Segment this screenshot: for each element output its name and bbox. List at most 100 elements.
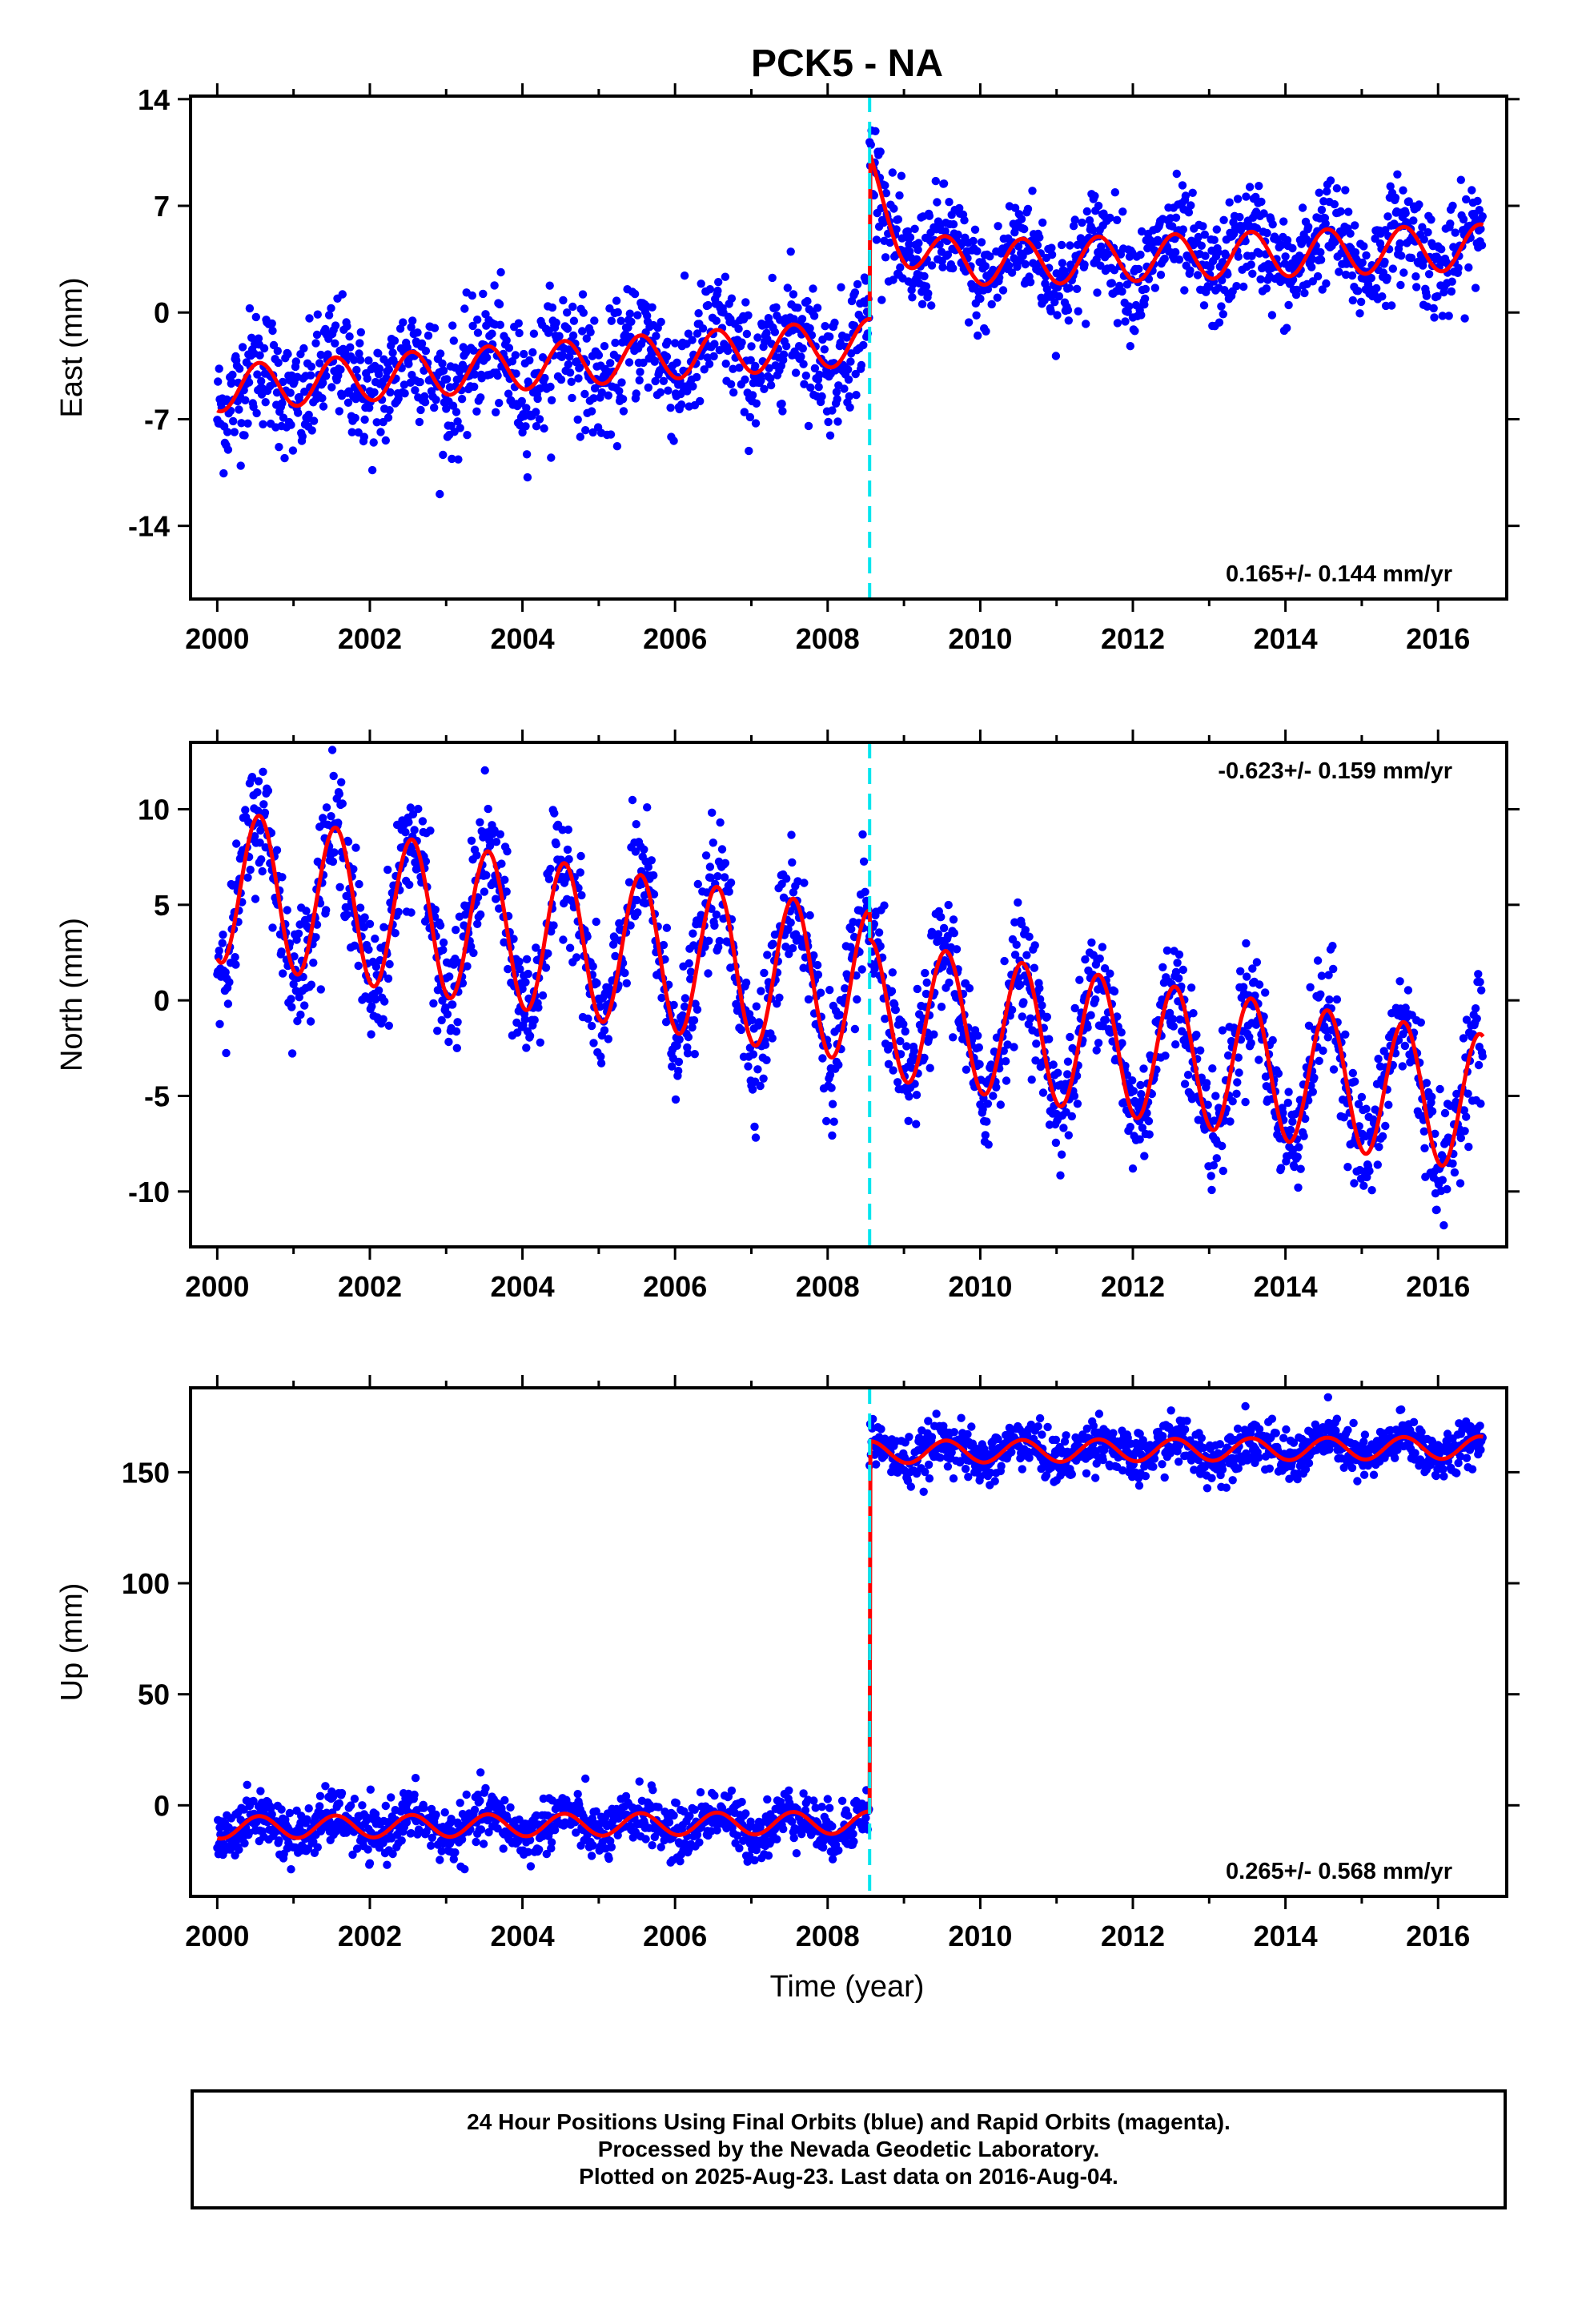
- data-point: [283, 350, 292, 359]
- data-point: [686, 975, 695, 983]
- data-point: [648, 303, 656, 312]
- data-point: [347, 428, 356, 436]
- data-point: [846, 357, 855, 366]
- data-point: [974, 1031, 982, 1040]
- data-point: [456, 424, 464, 432]
- data-point: [750, 1856, 759, 1865]
- model-curve-north: [215, 814, 1485, 1168]
- x-tick-label: 2008: [796, 1270, 860, 1303]
- data-point: [684, 329, 693, 338]
- data-point: [1228, 1097, 1237, 1106]
- data-point: [1397, 251, 1406, 260]
- data-point: [322, 906, 331, 915]
- data-point: [775, 993, 784, 1003]
- data-point: [559, 296, 568, 305]
- data-point: [573, 1790, 582, 1799]
- data-point: [943, 250, 953, 259]
- data-point: [388, 1849, 397, 1859]
- data-point: [584, 1014, 592, 1023]
- data-point: [712, 316, 721, 325]
- data-point: [416, 405, 425, 415]
- data-point: [254, 334, 263, 343]
- data-point: [287, 995, 295, 1003]
- data-point: [1323, 187, 1331, 196]
- data-point: [1329, 964, 1338, 974]
- data-point: [223, 999, 233, 1008]
- data-point: [1427, 1092, 1436, 1101]
- data-point: [1261, 988, 1270, 997]
- data-point: [888, 968, 897, 977]
- data-point: [606, 430, 616, 439]
- data-point: [337, 778, 346, 786]
- data-point: [1092, 1046, 1101, 1055]
- y-tick-label: 0: [154, 296, 170, 329]
- data-point: [1235, 1068, 1243, 1077]
- data-point: [315, 359, 324, 368]
- data-point: [323, 350, 332, 359]
- data-point: [1121, 317, 1130, 326]
- data-point: [816, 988, 825, 997]
- data-point: [741, 375, 749, 384]
- data-point: [547, 1844, 556, 1853]
- data-point: [1384, 1100, 1393, 1109]
- data-point: [920, 271, 929, 281]
- data-point: [230, 428, 239, 436]
- data-point: [1409, 216, 1418, 225]
- data-point: [544, 949, 552, 958]
- data-point: [550, 809, 559, 818]
- data-point: [1050, 298, 1059, 307]
- data-point: [1411, 272, 1420, 281]
- data-point: [1217, 302, 1226, 311]
- data-point: [669, 436, 678, 445]
- data-point: [1042, 284, 1052, 294]
- data-point: [532, 408, 540, 416]
- data-point: [1064, 1131, 1074, 1140]
- data-point: [857, 965, 866, 974]
- data-point: [1378, 292, 1387, 301]
- data-point: [1462, 1112, 1471, 1121]
- data-point: [1010, 951, 1020, 959]
- data-point: [621, 1791, 631, 1801]
- data-point: [1180, 1080, 1190, 1088]
- data-point: [267, 319, 276, 328]
- data-point: [689, 941, 698, 950]
- data-point: [279, 969, 287, 978]
- data-point: [1341, 1030, 1350, 1039]
- data-point: [1391, 193, 1400, 203]
- data-point: [1419, 235, 1429, 244]
- data-point: [721, 858, 730, 868]
- data-point: [727, 1786, 737, 1795]
- data-point: [1202, 1079, 1211, 1088]
- data-point: [1283, 324, 1291, 332]
- data-point: [468, 321, 477, 331]
- data-point: [587, 1021, 596, 1031]
- data-point: [532, 1811, 541, 1820]
- data-point: [976, 294, 985, 304]
- data-point: [565, 943, 575, 952]
- data-point: [287, 420, 295, 429]
- data-point: [349, 865, 358, 874]
- data-point: [821, 322, 829, 331]
- data-point: [1354, 287, 1363, 296]
- y-tick-label: 10: [138, 794, 170, 826]
- data-point: [580, 389, 589, 399]
- data-point: [245, 304, 255, 313]
- data-point: [605, 985, 614, 994]
- data-point: [709, 352, 718, 361]
- data-point: [693, 329, 702, 338]
- data-point: [517, 396, 526, 406]
- data-point: [713, 1826, 721, 1835]
- data-point: [1054, 1068, 1062, 1077]
- data-point: [313, 1843, 322, 1852]
- data-point: [1456, 1133, 1466, 1143]
- data-point: [1462, 195, 1471, 204]
- data-point: [322, 372, 331, 380]
- data-point: [912, 1120, 921, 1128]
- data-point: [513, 1028, 522, 1037]
- data-point: [1317, 205, 1327, 215]
- data-point: [741, 298, 750, 307]
- x-tick-label: 2010: [948, 622, 1012, 655]
- data-point: [1208, 1064, 1217, 1073]
- data-point: [1239, 983, 1248, 991]
- data-point: [1057, 1150, 1066, 1159]
